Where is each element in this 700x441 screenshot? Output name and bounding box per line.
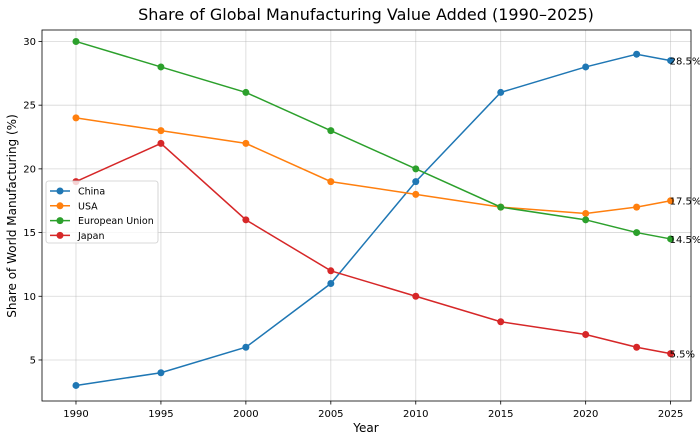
data-point-japan (633, 343, 641, 351)
legend-swatch-marker (56, 217, 64, 225)
data-point-usa (667, 197, 675, 205)
legend-item-usa: USA (50, 201, 98, 212)
legend: China USA European Union Japan (45, 180, 159, 244)
legend-item-china: China (50, 187, 105, 198)
data-point-usa (157, 127, 165, 135)
data-point-usa (633, 203, 641, 211)
y-tick-label: 10 (23, 292, 36, 303)
data-point-china (582, 63, 590, 71)
data-point-china (497, 88, 505, 96)
y-tick-label: 20 (23, 164, 36, 175)
data-point-china (327, 280, 335, 288)
end-label-china: 28.5% (670, 57, 700, 68)
x-axis-label: Year (352, 421, 378, 435)
x-axis-ticks: 1990 1995 2000 2005 2010 2015 2020 2025 (63, 401, 683, 420)
data-point-japan (157, 139, 165, 147)
legend-swatch-marker (56, 187, 64, 195)
series-japan (72, 139, 675, 358)
data-point-japan (242, 216, 250, 224)
legend-label: European Union (78, 216, 154, 227)
x-tick-label: 2000 (233, 409, 258, 420)
legend-label: China (78, 187, 105, 198)
legend-swatch-marker (56, 202, 64, 210)
series-china (72, 50, 675, 389)
axes-frame (41, 29, 692, 402)
legend-label: USA (78, 201, 98, 212)
legend-item-european-union: European Union (50, 216, 154, 227)
end-label-japan: 5.5% (670, 350, 695, 361)
data-point-european-union (633, 229, 641, 237)
y-tick-label: 15 (23, 228, 36, 239)
data-point-china (412, 178, 420, 186)
data-point-usa (72, 114, 80, 122)
data-point-european-union (412, 165, 420, 173)
y-tick-label: 30 (23, 37, 36, 48)
data-point-usa (327, 178, 335, 186)
data-point-japan (497, 318, 505, 326)
x-tick-label: 2020 (573, 409, 598, 420)
end-label-usa: 17.5% (670, 197, 700, 208)
end-labels: 28.5% 17.5% 14.5% 5.5% (670, 57, 700, 361)
data-point-china (667, 57, 675, 65)
series-usa (72, 114, 675, 217)
data-point-european-union (157, 63, 165, 71)
x-tick-label: 1995 (148, 409, 173, 420)
data-point-usa (412, 190, 420, 198)
legend-label: Japan (77, 231, 105, 242)
data-point-japan (667, 350, 675, 358)
legend-swatch-marker (56, 231, 64, 239)
y-tick-label: 5 (30, 355, 36, 366)
data-point-china (242, 343, 250, 351)
data-point-china (72, 381, 80, 389)
data-point-japan (327, 267, 335, 275)
x-tick-label: 1990 (63, 409, 88, 420)
data-point-european-union (497, 203, 505, 211)
legend-item-japan: Japan (50, 231, 105, 242)
series-layer (72, 37, 675, 389)
y-axis-ticks: 5 10 15 20 25 30 (23, 37, 42, 366)
x-tick-label: 2015 (488, 409, 513, 420)
x-tick-label: 2005 (318, 409, 343, 420)
data-point-china (157, 369, 165, 377)
y-tick-label: 25 (23, 101, 36, 112)
chart-title: Share of Global Manufacturing Value Adde… (138, 5, 594, 24)
y-axis-label: Share of World Manufacturing (%) (5, 114, 19, 318)
series-european-union (72, 37, 675, 243)
data-point-european-union (72, 37, 80, 45)
data-point-european-union (242, 88, 250, 96)
data-point-european-union (667, 235, 675, 243)
data-point-usa (242, 139, 250, 147)
x-tick-label: 2010 (403, 409, 428, 420)
end-label-european-union: 14.5% (670, 235, 700, 246)
data-point-japan (582, 330, 590, 338)
data-point-european-union (582, 216, 590, 224)
x-tick-label: 2025 (658, 409, 683, 420)
legend-box (45, 180, 159, 244)
data-point-china (633, 50, 641, 58)
data-point-japan (412, 292, 420, 300)
data-point-usa (582, 209, 590, 217)
data-point-european-union (327, 127, 335, 135)
